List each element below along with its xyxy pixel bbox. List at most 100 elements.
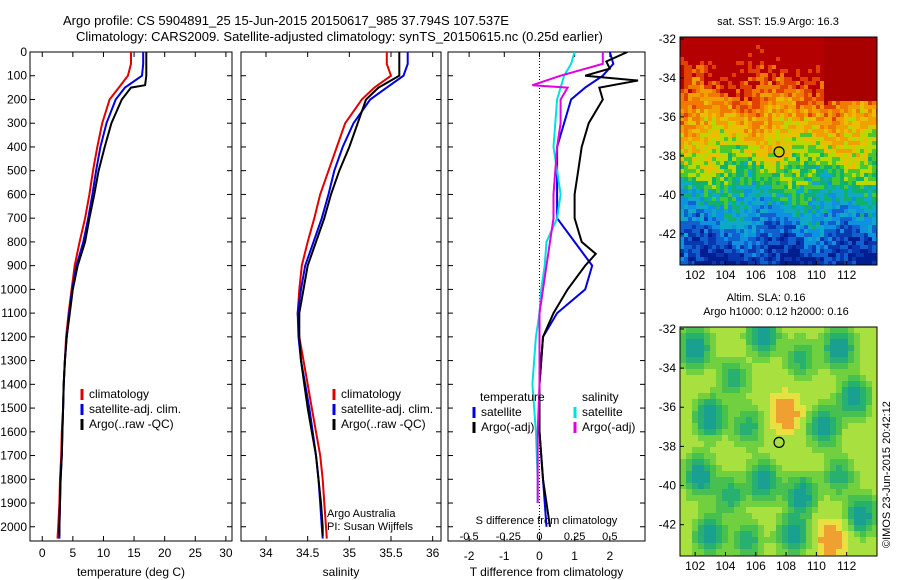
- depth-tick-label: 500: [7, 164, 27, 178]
- depth-tick-label: 800: [7, 235, 27, 249]
- salinity-legend-label: satellite: [582, 405, 623, 419]
- sla-map-field: [680, 327, 877, 556]
- difference-series-line: [538, 52, 615, 527]
- depth-tick-label: 100: [7, 69, 27, 83]
- salinity-legend-label: climatology: [341, 387, 401, 401]
- sst-map-ytick-label: -34: [659, 71, 677, 85]
- depth-tick-label: 1000: [0, 282, 27, 296]
- sla-map-subtitle: Argo h1000: 0.12 h2000: 0.16: [703, 306, 849, 318]
- salinity-xtick-label: 34.5: [296, 546, 320, 560]
- sst-map-title: sat. SST: 15.9 Argo: 16.3: [717, 16, 839, 28]
- sst-map-xtick-label: 102: [685, 268, 705, 282]
- sla-map-argo-marker: [773, 436, 785, 448]
- temperature-xtick-label: 10: [97, 546, 111, 560]
- salinity-difference-tick-label: 0: [536, 531, 542, 543]
- difference-xtick-label: 1: [571, 549, 578, 563]
- depth-tick-label: 400: [7, 140, 27, 154]
- salinity-series-line: [298, 52, 401, 537]
- temperature-legend-label: climatology: [89, 387, 149, 401]
- sst-map-xtick-label: 104: [715, 268, 735, 282]
- sst-map-xtick-label: 106: [746, 268, 766, 282]
- sla-map-ytick-label: -36: [659, 400, 677, 414]
- sla-map-ytick-label: -32: [659, 322, 677, 336]
- depth-tick-label: 300: [7, 116, 27, 130]
- temperature-xtick-label: 30: [219, 546, 233, 560]
- salinity-xtick-label: 34: [259, 546, 273, 560]
- difference-series-line: [531, 52, 576, 503]
- sla-map-ytick-label: -34: [659, 361, 677, 375]
- imos-credit: ©IMOS 23-Jun-2015 20:42:12: [881, 401, 893, 548]
- temperature-xtick-label: 25: [189, 546, 203, 560]
- pi-label: PI: Susan Wijffels: [327, 521, 413, 533]
- temperature-xtick-label: 0: [39, 546, 46, 560]
- salinity-legend-label: Argo(-adj): [582, 420, 635, 434]
- temperature-xtick-label: 20: [158, 546, 172, 560]
- salinity-difference-tick-label: 0.25: [564, 531, 585, 543]
- depth-tick-label: 1600: [0, 425, 27, 439]
- difference-xtick-label: 2: [606, 549, 613, 563]
- sla-map-xtick-label: 112: [837, 559, 856, 573]
- sla-map-xtick-label: 104: [715, 559, 735, 573]
- depth-tick-label: 1400: [0, 377, 27, 391]
- salinity-xtick-label: 36: [426, 546, 440, 560]
- temperature-legend-label: Argo(-adj): [481, 420, 534, 434]
- depth-tick-label: 900: [7, 259, 27, 273]
- temperature-legend-title: temperature: [480, 390, 545, 404]
- depth-tick-label: 200: [7, 92, 27, 106]
- depth-tick-label: 1300: [0, 354, 27, 368]
- temperature-legend-label: satellite: [481, 405, 522, 419]
- temperature-legend-label: Argo(..raw -QC): [89, 417, 174, 431]
- sla-map-frame: [679, 326, 878, 557]
- temperature-series-line: [58, 52, 148, 537]
- sst-map-frame: [679, 36, 878, 266]
- depth-tick-label: 600: [7, 187, 27, 201]
- depth-tick-label: 2000: [0, 520, 27, 534]
- temperature-legend-label: satellite-adj. clim.: [89, 402, 181, 416]
- salinity-difference-tick-label: 0.5: [602, 531, 617, 543]
- temperature-xtick-label: 5: [70, 546, 77, 560]
- salinity-frame: [240, 51, 442, 542]
- sst-map-field: [680, 37, 877, 265]
- salinity-xlabel: salinity: [323, 565, 360, 579]
- sla-map-xtick-label: 102: [685, 559, 705, 573]
- salinity-legend-label: Argo(..raw -QC): [341, 417, 426, 431]
- sla-map-xtick-label: 110: [807, 559, 826, 573]
- depth-tick-label: 700: [7, 211, 27, 225]
- sla-map-xtick-label: 108: [776, 559, 796, 573]
- sst-map-xtick-label: 112: [837, 268, 856, 282]
- difference-xtick-label: -1: [499, 549, 510, 563]
- sst-map-ytick-label: -32: [659, 32, 677, 46]
- sla-map-ytick-label: -38: [659, 439, 677, 453]
- salinity-difference-tick-label: -0.5: [460, 531, 479, 543]
- depth-tick-label: 1800: [0, 472, 27, 486]
- difference-series-line: [538, 52, 639, 527]
- argo-australia-label: Argo Australia: [327, 508, 396, 520]
- depth-tick-label: 1500: [0, 401, 27, 415]
- header-line-2: Climatology: CARS2009. Satellite-adjuste…: [76, 29, 603, 44]
- sla-map-xtick-label: 106: [746, 559, 766, 573]
- difference-xlabel: T difference from climatology: [470, 565, 624, 579]
- sst-map-ytick-label: -36: [659, 110, 677, 124]
- salinity-xtick-label: 35: [343, 546, 357, 560]
- header-line-1: Argo profile: CS 5904891_25 15-Jun-2015 …: [63, 13, 509, 28]
- difference-xtick-label: 0: [536, 549, 543, 563]
- temperature-xlabel: temperature (deg C): [77, 565, 185, 579]
- depth-tick-label: 1200: [0, 330, 27, 344]
- salinity-difference-tick-label: -0.25: [496, 531, 521, 543]
- salinity-series-line: [296, 52, 393, 539]
- sst-map-ytick-label: -42: [659, 227, 677, 241]
- sst-map-argo-marker: [773, 146, 785, 158]
- depth-tick-label: 0: [20, 45, 27, 59]
- sla-map-ytick-label: -40: [659, 479, 677, 493]
- depth-tick-label: 1700: [0, 449, 27, 463]
- salinity-legend-label: satellite-adj. clim.: [341, 402, 433, 416]
- depth-tick-label: 1900: [0, 496, 27, 510]
- sst-map-xtick-label: 110: [807, 268, 826, 282]
- sst-map-ytick-label: -38: [659, 149, 677, 163]
- sla-map-ytick-label: -42: [659, 518, 677, 532]
- difference-xtick-label: -2: [464, 549, 475, 563]
- sst-map-xtick-label: 108: [776, 268, 796, 282]
- sla-map-title: Altim. SLA: 0.16: [727, 292, 806, 304]
- salinity-legend-title: salinity: [582, 390, 619, 404]
